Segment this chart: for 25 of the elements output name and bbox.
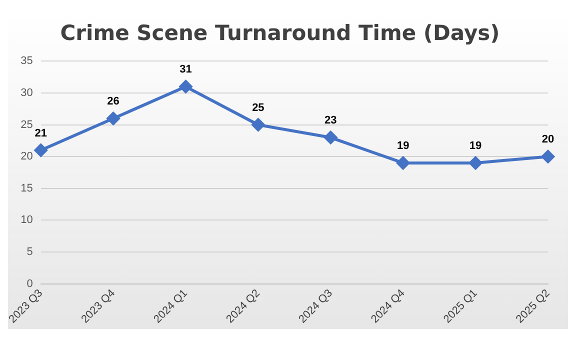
data-label: 31: [180, 64, 192, 76]
point: [324, 131, 338, 144]
data-label: 25: [252, 102, 264, 114]
point: [542, 150, 554, 164]
y-tick-label: 35: [20, 55, 33, 68]
point: [106, 112, 120, 125]
point: [396, 156, 410, 170]
y-tick-label: 10: [20, 214, 33, 226]
y-tick-label: 30: [20, 87, 33, 100]
point: [252, 118, 265, 132]
data-label: 23: [324, 114, 337, 127]
y-tick-label: 20: [20, 150, 33, 163]
chart-title: Crime Scene Turnaround Time (Days): [60, 21, 500, 46]
data-label: 26: [107, 95, 120, 108]
y-tick-label: 5: [26, 246, 33, 258]
point: [179, 80, 192, 94]
y-tick-label: 0: [26, 278, 33, 290]
point: [469, 156, 482, 170]
data-label: 19: [396, 140, 410, 152]
y-tick-label: 15: [20, 182, 33, 194]
y-tick-label: 25: [20, 118, 33, 131]
data-label: 21: [34, 127, 47, 140]
point: [34, 144, 48, 157]
data-label: 20: [542, 134, 554, 146]
data-label: 19: [469, 140, 482, 152]
